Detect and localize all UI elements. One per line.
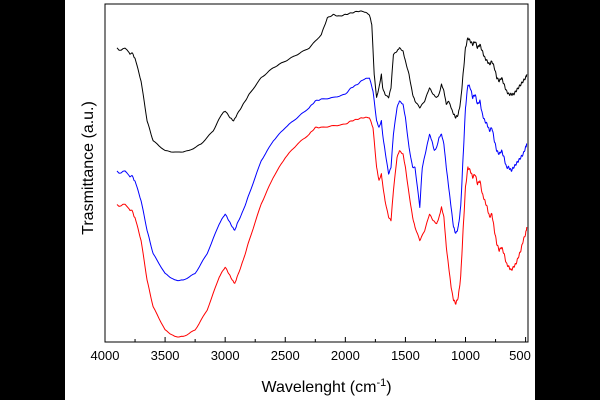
ftir-spectrum-chart: 4000 3500 3000 2500 2000 1500 1000 500 Waveleng…: [65, 0, 535, 400]
x-tick-label: 3500: [151, 348, 180, 363]
y-axis-label: Trasmittance (a.u.): [80, 101, 97, 235]
x-tick-label: 1500: [391, 348, 420, 363]
chart-canvas: 4000 3500 3000 2500 2000 1500 1000 500 Waveleng…: [65, 0, 535, 400]
x-tick-label: 3000: [211, 348, 240, 363]
x-tick-label: 1000: [451, 348, 480, 363]
series-line-2: [116, 77, 528, 282]
x-axis-label-main: Wavelenght (cm: [261, 379, 376, 396]
plot-frame: [104, 3, 529, 343]
x-tick-label: 2000: [331, 348, 360, 363]
series-line-1: [116, 10, 528, 153]
x-tick-label: 4000: [91, 348, 120, 363]
x-axis-label: Wavelenght (cm-1): [261, 377, 391, 396]
chart-background: [65, 0, 535, 400]
x-tick-label: 2500: [271, 348, 300, 363]
x-ticks: 4000 3500 3000 2500 2000 1500 1000 500: [91, 337, 531, 363]
x-axis-label-end: ): [386, 379, 391, 396]
x-axis-label-superscript: -1: [376, 377, 386, 389]
x-tick-label: 500: [509, 348, 531, 363]
series-layer: [116, 10, 528, 338]
series-line-3: [116, 116, 528, 338]
